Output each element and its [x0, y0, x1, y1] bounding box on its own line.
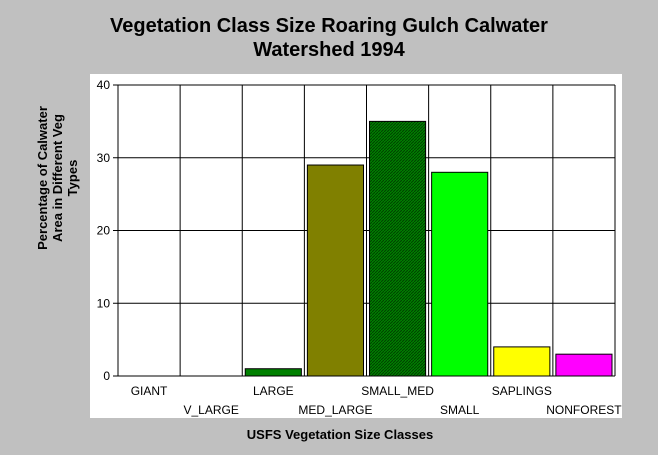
x-tick-label: LARGE [253, 384, 294, 398]
bar-small [431, 171, 489, 377]
bars [244, 120, 613, 377]
chart-title: Vegetation Class Size Roaring Gulch Calw… [40, 14, 618, 62]
grid [118, 84, 616, 376]
x-tick-label: NONFOREST [546, 403, 622, 417]
x-axis-label: USFS Vegetation Size Classes [246, 427, 434, 442]
x-tick-label: MED_LARGE [298, 403, 372, 417]
bar-saplings [493, 346, 551, 377]
y-tick-label: 10 [97, 296, 111, 310]
bar-med-large [306, 164, 364, 377]
y-tick-label: 30 [97, 151, 111, 165]
bar-small-med [369, 120, 427, 377]
y-tick-label: 0 [103, 369, 110, 383]
x-tick-label: SAPLINGS [492, 384, 552, 398]
chart-title-line-2: Watershed 1994 [253, 39, 405, 61]
tick-labels: 0 10 20 30 40 GIANT V_LARGE LARGE MED_LARGE SMALL… [97, 78, 623, 417]
axes [113, 84, 615, 377]
x-tick-label: GIANT [131, 384, 168, 398]
bar-nonforest [555, 353, 613, 377]
x-tick-label: SMALL_MED [361, 384, 434, 398]
y-tick-label: 20 [97, 224, 111, 238]
x-tick-label: V_LARGE [184, 403, 239, 417]
bar-large [244, 368, 302, 377]
y-tick-label: 40 [97, 78, 111, 92]
x-tick-label: SMALL [440, 403, 480, 417]
chart-title-line-1: Vegetation Class Size Roaring Gulch Calw… [110, 15, 548, 37]
